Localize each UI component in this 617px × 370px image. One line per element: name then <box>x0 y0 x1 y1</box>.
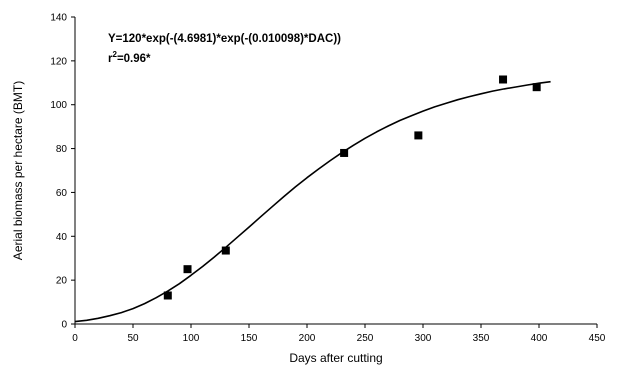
y-tick-label: 20 <box>56 276 68 287</box>
y-tick-label: 60 <box>56 188 68 199</box>
x-tick-label: 250 <box>357 333 374 344</box>
x-tick-label: 400 <box>531 333 548 344</box>
x-tick-label: 0 <box>72 333 78 344</box>
data-point <box>340 148 349 157</box>
x-tick-label: 300 <box>415 333 432 344</box>
y-tick-label: 100 <box>50 100 67 111</box>
data-point <box>532 83 541 92</box>
x-tick-label: 150 <box>241 333 258 344</box>
r-squared-superscript: 2 <box>112 50 117 59</box>
r-squared-value: =0.96* <box>117 53 151 65</box>
data-point <box>163 291 172 300</box>
y-axis-title: Aerial biomass per hectare (BMT) <box>11 81 25 260</box>
data-point <box>499 75 508 84</box>
y-tick-label: 140 <box>50 13 67 24</box>
x-tick-label: 450 <box>589 333 606 344</box>
plot-area <box>74 75 551 323</box>
x-tick-label: 200 <box>299 333 316 344</box>
r-squared-annotation: r2=0.96* <box>108 50 151 65</box>
y-ticks: 0 20 40 60 80 100 120 140 <box>50 13 75 331</box>
y-tick-label: 80 <box>56 144 68 155</box>
y-tick-label: 40 <box>56 232 68 243</box>
r-squared-symbol: r <box>108 53 113 65</box>
equation-annotation: Y=120*exp(-(4.6981)*exp(-(0.010098)*DAC)… <box>108 33 341 45</box>
axes <box>74 17 597 325</box>
x-tick-label: 50 <box>127 333 139 344</box>
fitted-curve <box>74 80 551 323</box>
x-axis-title: Days after cutting <box>289 351 382 365</box>
y-tick-label: 120 <box>50 56 67 67</box>
x-tick-label: 100 <box>183 333 200 344</box>
y-tick-label: 0 <box>61 320 67 331</box>
x-tick-label: 350 <box>473 333 490 344</box>
data-point <box>221 246 230 255</box>
x-ticks: 0 50 100 150 200 250 300 350 400 450 <box>72 324 606 344</box>
data-point <box>414 131 423 140</box>
data-point <box>183 265 192 274</box>
